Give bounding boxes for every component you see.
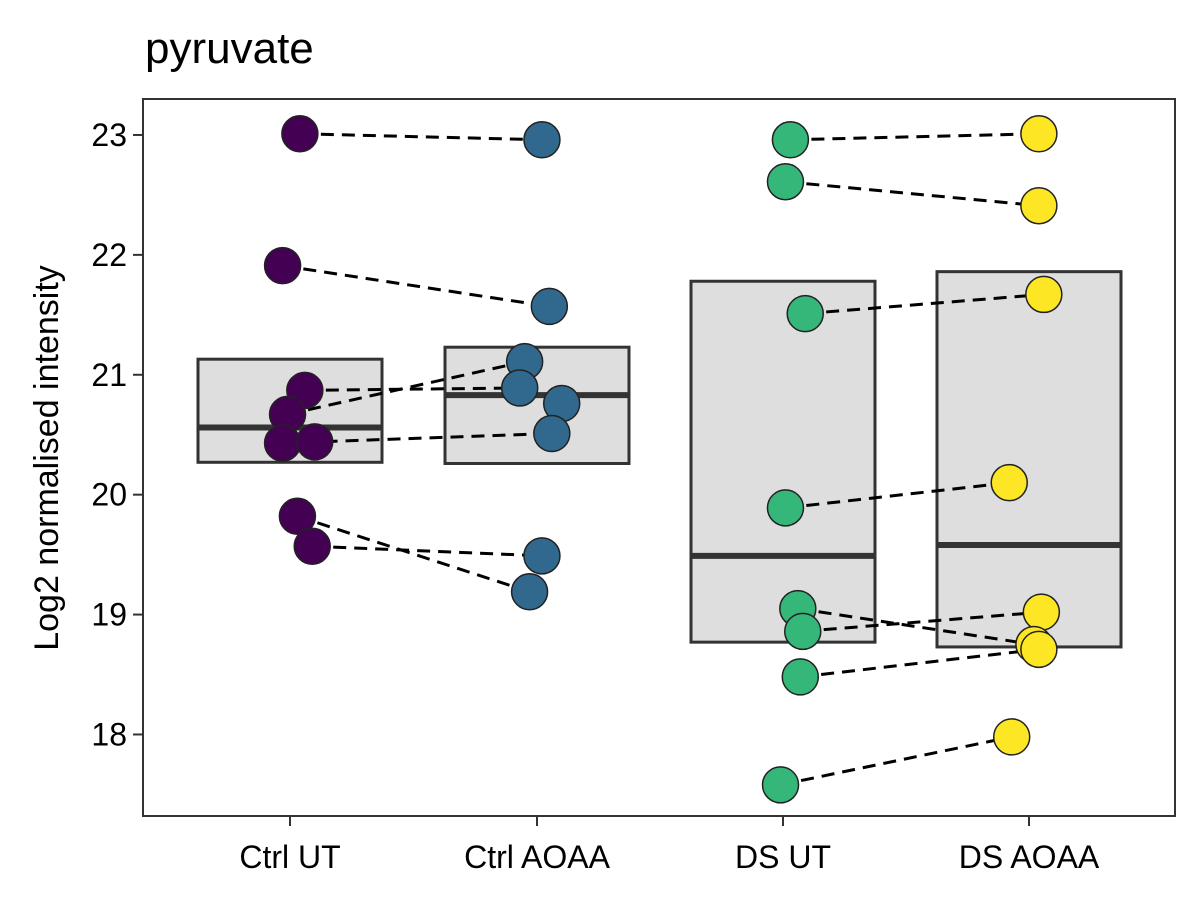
y-axis-title: Log2 normalised intensity (28, 265, 66, 651)
box-4 (935, 270, 1123, 649)
point-g2-6 (533, 414, 571, 453)
y-tick-label-22: 22 (91, 237, 127, 273)
point-g4-1 (1020, 115, 1058, 153)
y-tick-label-19: 19 (91, 597, 127, 633)
pair-link-3 (304, 386, 520, 392)
pair-link-1 (299, 132, 542, 142)
point-g1-7 (278, 497, 317, 536)
y-tick-label-20: 20 (91, 477, 127, 513)
point-g4-5 (1022, 593, 1061, 631)
pair-link-14 (800, 647, 1040, 679)
x-tick-label-1: Ctrl UT (239, 839, 340, 875)
point-g3-1 (771, 121, 810, 159)
pair-link-10 (805, 292, 1044, 316)
chart-title: pyruvate (145, 24, 314, 73)
pair-link-13 (802, 610, 1042, 633)
point-g4-4 (990, 463, 1028, 502)
point-g1-5 (263, 424, 302, 462)
pair-link-15 (780, 735, 1013, 787)
point-g3-4 (766, 489, 805, 527)
y-axis: 18 19 20 21 22 23 (91, 117, 143, 752)
point-g2-4 (500, 369, 539, 407)
boxes-layer (196, 270, 1123, 649)
x-tick-label-4: DS AOAA (959, 839, 1100, 875)
y-tick-label-23: 23 (91, 117, 127, 153)
pair-link-9 (785, 180, 1040, 208)
x-tick-label-2: Ctrl AOAA (464, 839, 610, 875)
pair-links-layer (282, 132, 1044, 787)
point-g2-7 (523, 537, 561, 575)
points-layer (263, 115, 1063, 804)
point-g2-2 (530, 287, 569, 326)
y-tick-label-18: 18 (91, 716, 127, 752)
point-g4-3 (1025, 275, 1063, 314)
point-g3-8 (761, 766, 800, 804)
point-g3-6 (784, 612, 822, 651)
pair-link-7 (312, 544, 543, 558)
pair-link-2 (282, 264, 550, 308)
point-g2-1 (523, 121, 561, 159)
point-g3-3 (786, 294, 824, 333)
x-tick-label-3: DS UT (735, 839, 831, 875)
point-g4-7 (1020, 630, 1058, 669)
point-g4-8 (992, 718, 1031, 756)
point-g1-6 (295, 423, 334, 461)
y-tick-label-21: 21 (91, 357, 127, 393)
point-g1-2 (263, 246, 302, 285)
point-g2-8 (510, 573, 549, 611)
point-g1-1 (281, 115, 319, 153)
x-axis: Ctrl UT Ctrl AOAA DS UT DS AOAA (239, 816, 1100, 875)
point-g1-8 (293, 527, 331, 565)
pair-link-12 (797, 607, 1035, 647)
point-g4-2 (1020, 186, 1058, 225)
pair-link-11 (785, 481, 1010, 510)
box-3 (689, 279, 877, 644)
point-g3-7 (781, 658, 820, 696)
point-g3-2 (766, 162, 805, 201)
